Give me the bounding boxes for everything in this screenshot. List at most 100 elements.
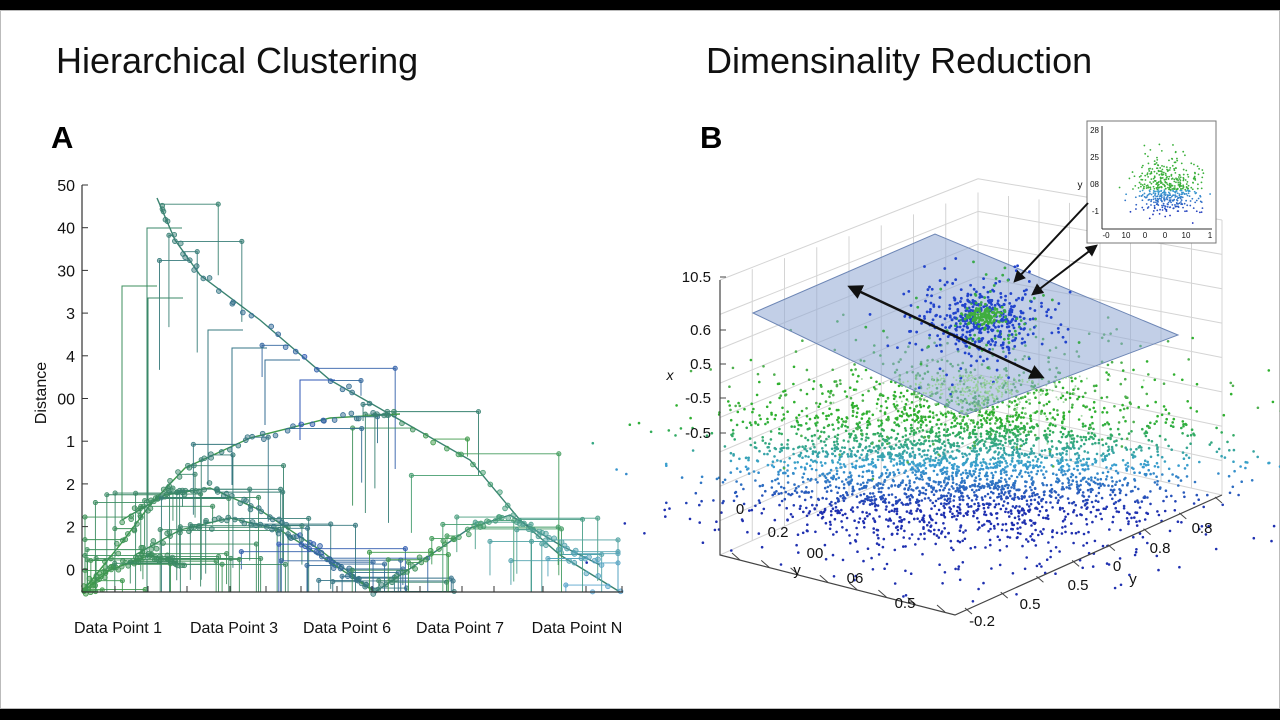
data-point bbox=[950, 485, 954, 488]
data-point bbox=[1024, 485, 1027, 488]
data-point bbox=[777, 492, 781, 496]
data-point bbox=[870, 556, 873, 560]
data-point bbox=[721, 481, 725, 484]
plane-point bbox=[977, 315, 980, 319]
plane-point bbox=[973, 333, 977, 337]
data-point bbox=[986, 432, 990, 436]
dendrogram-node bbox=[200, 275, 207, 282]
plane-point bbox=[962, 374, 965, 377]
data-point bbox=[1034, 506, 1038, 510]
data-point bbox=[935, 450, 939, 454]
data-point bbox=[1051, 423, 1055, 427]
plane-point bbox=[1013, 304, 1016, 308]
data-point bbox=[825, 414, 828, 418]
data-point bbox=[1097, 508, 1100, 512]
data-point bbox=[985, 482, 989, 486]
data-point bbox=[1057, 499, 1060, 502]
data-point bbox=[1056, 409, 1059, 412]
plane-point bbox=[962, 324, 966, 328]
dendrogram-node bbox=[210, 503, 216, 509]
data-point bbox=[846, 453, 849, 456]
data-point bbox=[837, 476, 841, 480]
data-point bbox=[887, 519, 890, 522]
data-point bbox=[933, 465, 937, 469]
data-point bbox=[884, 497, 887, 501]
plane-point bbox=[963, 304, 967, 307]
data-point bbox=[908, 497, 912, 501]
plane-point bbox=[1013, 315, 1016, 318]
data-point bbox=[885, 406, 889, 410]
data-point bbox=[786, 443, 789, 446]
data-point bbox=[1138, 506, 1142, 509]
data-point bbox=[1047, 541, 1050, 544]
data-point bbox=[837, 499, 840, 503]
data-point bbox=[932, 469, 936, 473]
data-point bbox=[983, 495, 987, 498]
data-point bbox=[784, 393, 788, 396]
data-point bbox=[766, 421, 770, 424]
dendrogram-node bbox=[571, 559, 578, 566]
data-point bbox=[872, 446, 876, 449]
data-point bbox=[985, 446, 988, 450]
data-point bbox=[841, 513, 845, 517]
plane-point bbox=[989, 343, 993, 346]
data-point bbox=[1016, 416, 1019, 420]
data-point bbox=[881, 443, 884, 447]
data-point bbox=[1156, 453, 1160, 457]
data-point bbox=[762, 364, 765, 368]
data-point bbox=[1136, 499, 1139, 502]
data-point bbox=[878, 476, 881, 479]
data-point bbox=[851, 373, 855, 376]
data-point bbox=[1231, 384, 1235, 388]
data-point bbox=[1035, 389, 1038, 392]
data-point bbox=[1056, 501, 1059, 505]
plane-point bbox=[915, 378, 918, 381]
plane-point bbox=[987, 340, 991, 344]
data-point bbox=[1124, 493, 1128, 497]
data-point bbox=[881, 545, 885, 549]
data-point bbox=[902, 536, 905, 539]
plane-point bbox=[997, 303, 1001, 307]
plane-point bbox=[953, 316, 957, 320]
data-point bbox=[906, 389, 909, 393]
data-point bbox=[1220, 431, 1223, 434]
data-point bbox=[1006, 465, 1009, 468]
data-point bbox=[1190, 428, 1194, 432]
plane-point bbox=[988, 394, 991, 397]
data-point bbox=[792, 382, 795, 386]
panel-label-a: A bbox=[51, 120, 74, 155]
data-point bbox=[1101, 411, 1104, 414]
plane-point bbox=[920, 321, 923, 325]
data-point bbox=[1118, 433, 1121, 436]
data-point bbox=[959, 431, 963, 435]
data-point bbox=[950, 425, 953, 429]
data-point bbox=[947, 475, 951, 479]
plane-point bbox=[972, 325, 976, 328]
plane-point bbox=[1032, 393, 1035, 396]
data-point bbox=[1192, 502, 1196, 505]
data-point bbox=[951, 512, 954, 516]
data-point bbox=[1008, 536, 1012, 539]
data-point bbox=[835, 530, 838, 534]
data-point bbox=[1059, 441, 1062, 444]
data-point bbox=[1070, 483, 1073, 486]
data-point bbox=[1093, 410, 1097, 413]
data-point bbox=[1099, 512, 1102, 516]
data-point bbox=[944, 423, 947, 426]
data-point bbox=[952, 504, 956, 508]
data-point bbox=[934, 521, 938, 525]
dendrogram-node bbox=[171, 231, 178, 238]
dendrogram-node bbox=[282, 344, 289, 350]
data-point bbox=[782, 417, 786, 420]
data-point bbox=[1112, 488, 1116, 492]
data-point bbox=[1087, 431, 1090, 435]
data-point bbox=[1091, 520, 1094, 524]
data-point bbox=[940, 422, 943, 426]
data-point bbox=[1009, 463, 1012, 466]
data-point bbox=[958, 487, 961, 490]
data-point bbox=[867, 389, 870, 393]
data-point bbox=[1031, 466, 1035, 470]
data-point bbox=[890, 532, 894, 536]
plane-point bbox=[958, 325, 962, 329]
data-point bbox=[885, 562, 889, 566]
